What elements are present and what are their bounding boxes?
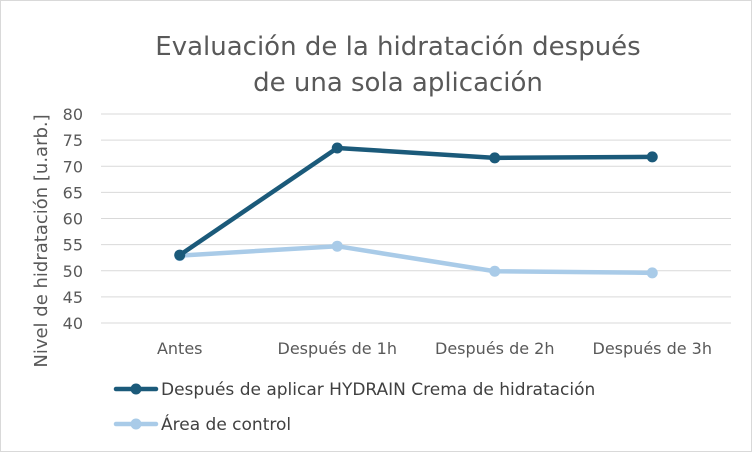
data-point	[331, 142, 343, 154]
y-tick-labels: 40 45 50 55 60 65 70 75 80	[63, 105, 83, 333]
legend-label: Después de aplicar HYDRAIN Crema de hidr…	[161, 380, 595, 400]
data-point	[489, 265, 501, 277]
legend-swatch-marker	[130, 418, 142, 430]
chart-title-line-1: Evaluación de la hidratación después	[155, 32, 640, 62]
y-tick-label: 75	[63, 131, 83, 150]
y-tick-label: 60	[63, 210, 83, 229]
series-2	[174, 240, 658, 279]
series-line	[177, 243, 655, 276]
x-tick-label: Después de 3h	[593, 339, 712, 358]
y-tick-label: 55	[63, 236, 83, 255]
data-point	[646, 267, 658, 279]
data-point	[331, 240, 343, 252]
y-axis-title: Nivel de hidratación [u.arb.]	[31, 114, 52, 367]
data-point	[174, 249, 186, 261]
x-tick-label: Después de 1h	[278, 339, 397, 358]
x-tick-label: Antes	[157, 339, 203, 358]
y-tick-label: 70	[63, 157, 83, 176]
x-tick-label: Después de 2h	[435, 339, 554, 358]
data-point	[489, 152, 501, 164]
y-tick-label: 45	[63, 288, 83, 307]
legend-swatch-marker	[130, 383, 142, 395]
y-tick-label: 80	[63, 105, 83, 124]
series-lines	[174, 142, 658, 279]
series-line	[177, 145, 655, 258]
series-1	[174, 142, 658, 261]
chart-title-line-2: de una sola aplicación	[253, 68, 543, 98]
data-point	[646, 151, 658, 163]
y-tick-label: 50	[63, 262, 83, 281]
gridlines	[101, 113, 731, 324]
x-tick-labels: Antes Después de 1h Después de 2h Después d…	[157, 339, 712, 358]
y-tick-label: 40	[63, 314, 83, 333]
legend-label: Área de control	[161, 413, 291, 435]
legend-item: Después de aplicar HYDRAIN Crema de hidr…	[113, 380, 595, 400]
legend-item: Área de control	[113, 413, 291, 435]
y-tick-label: 65	[63, 183, 83, 202]
legend: Después de aplicar HYDRAIN Crema de hidr…	[113, 380, 595, 435]
